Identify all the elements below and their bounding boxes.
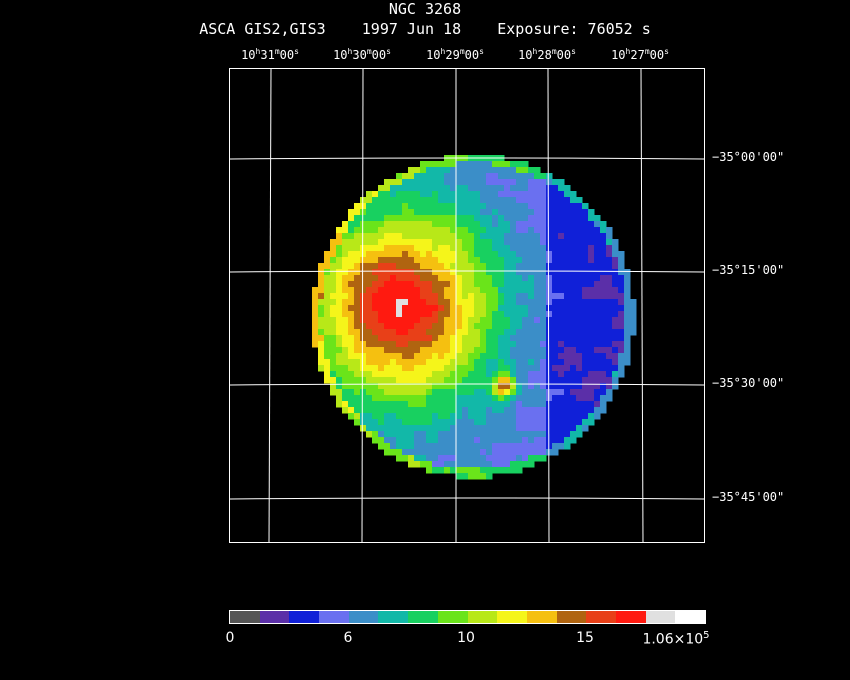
colorbar-segment bbox=[437, 611, 468, 623]
ra-tick-label: 10h30m00s bbox=[333, 47, 391, 62]
ra-tick-label: 10h29m00s bbox=[426, 47, 484, 62]
colorbar-segment bbox=[259, 611, 290, 623]
ra-tick-label: 10h31m00s bbox=[241, 47, 299, 62]
ra-tick-label: 10h28m00s bbox=[518, 47, 576, 62]
ra-grid-line bbox=[547, 69, 550, 542]
colorbar-segment bbox=[348, 611, 379, 623]
dec-tick-label: −35°15'00" bbox=[712, 263, 785, 277]
xray-intensity-map bbox=[230, 69, 704, 542]
colorbar-segment bbox=[289, 611, 320, 623]
ra-grid-line bbox=[361, 69, 364, 542]
colorbar-label-15: 15 bbox=[576, 630, 594, 646]
coordinate-grid bbox=[230, 69, 704, 542]
dec-grid-line bbox=[230, 497, 704, 500]
dec-grid-line bbox=[230, 383, 704, 386]
colorbar-segment bbox=[675, 611, 705, 623]
colorbar-segment bbox=[586, 611, 616, 623]
observation-info: ASCA GIS2,GIS3 1997 Jun 18 Exposure: 760… bbox=[199, 20, 651, 38]
intensity-pixels bbox=[312, 155, 637, 480]
dec-grid-line bbox=[230, 270, 704, 273]
dec-tick-label: −35°30'00" bbox=[712, 376, 785, 390]
colorbar-segment bbox=[378, 611, 409, 623]
image-title: NGC 3268 bbox=[388, 0, 462, 18]
dec-tick-label: −35°45'00" bbox=[712, 490, 785, 504]
colorbar-segment bbox=[408, 611, 438, 623]
colorbar-label-6: 6 bbox=[343, 630, 353, 646]
ra-tick-label: 10h27m00s bbox=[611, 47, 669, 62]
colorbar-segment bbox=[645, 611, 676, 623]
colorbar bbox=[229, 610, 706, 624]
colorbar-segment bbox=[467, 611, 498, 623]
dec-tick-label: −35°00'00" bbox=[712, 150, 785, 164]
dec-grid-line bbox=[230, 157, 704, 160]
xray-image-frame bbox=[229, 68, 705, 543]
colorbar-label-10: 10 bbox=[457, 630, 475, 646]
colorbar-segment bbox=[526, 611, 557, 623]
colorbar-segment bbox=[615, 611, 646, 623]
ra-grid-line bbox=[640, 69, 644, 542]
colorbar-segment bbox=[497, 611, 527, 623]
colorbar-segment bbox=[230, 611, 260, 623]
ra-grid-line bbox=[268, 69, 272, 542]
colorbar-segment bbox=[319, 611, 349, 623]
colorbar-label-max: 1.06×105 bbox=[642, 630, 710, 648]
colorbar-segment bbox=[556, 611, 587, 623]
colorbar-label-min: 0 bbox=[225, 630, 235, 646]
